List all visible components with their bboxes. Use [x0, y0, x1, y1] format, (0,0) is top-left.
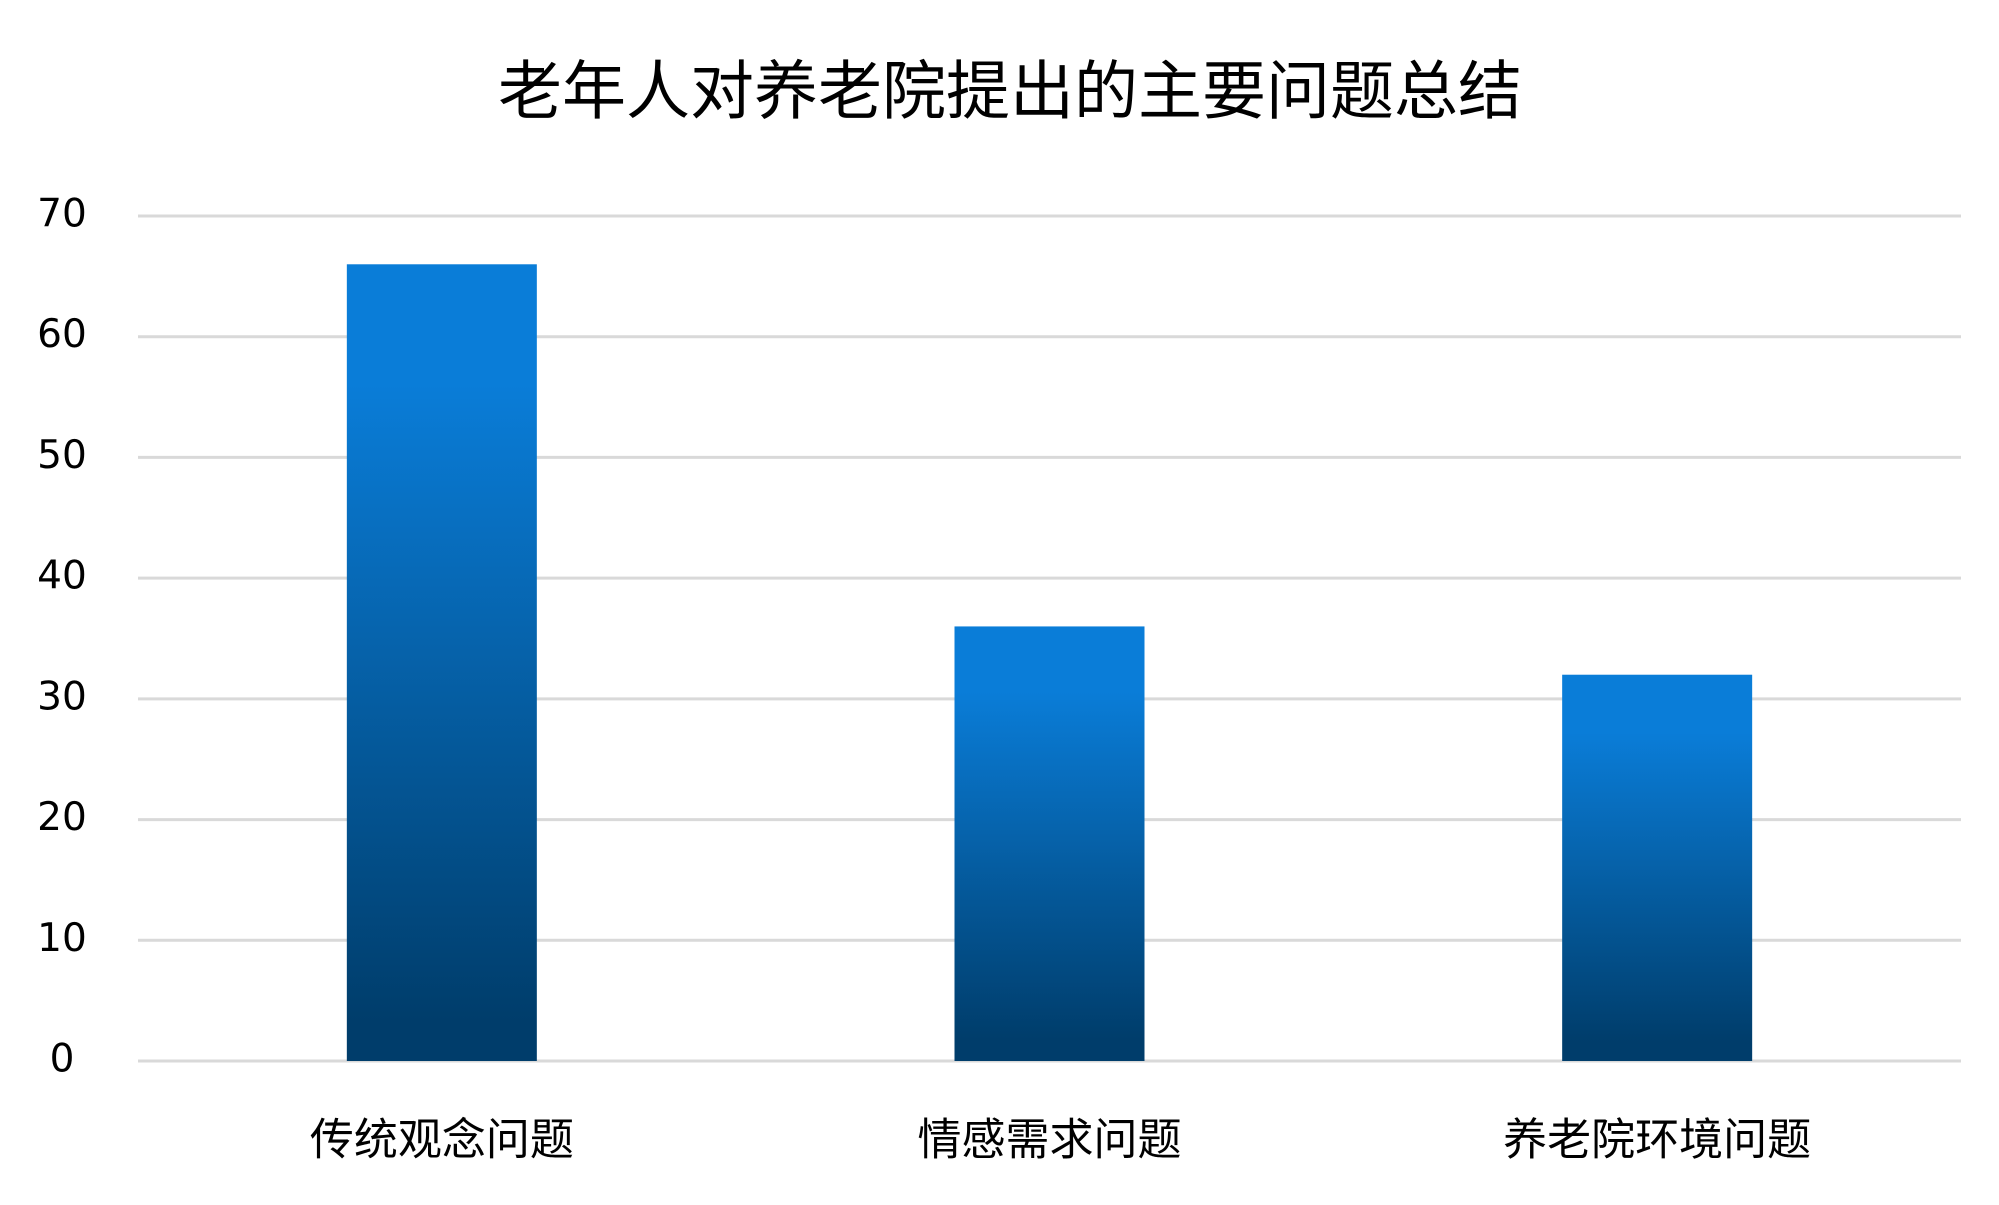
y-tick-label: 30	[37, 674, 87, 719]
bar	[954, 626, 1145, 1061]
bar	[346, 264, 537, 1061]
y-tick-label: 20	[37, 795, 87, 840]
y-tick-label: 40	[37, 554, 87, 599]
y-tick-label: 60	[37, 312, 87, 357]
x-tick-label: 情感需求问题	[918, 1115, 1182, 1166]
chart-title: 老年人对养老院提出的主要问题总结	[498, 56, 1522, 130]
x-tick-label: 养老院环境问题	[1503, 1115, 1811, 1166]
bar	[1562, 674, 1753, 1061]
y-tick-label: 0	[50, 1037, 75, 1082]
y-tick-label: 50	[37, 433, 87, 478]
y-tick-label: 70	[37, 192, 87, 237]
x-tick-label: 传统观念问题	[310, 1115, 574, 1166]
y-tick-label: 10	[37, 916, 87, 961]
